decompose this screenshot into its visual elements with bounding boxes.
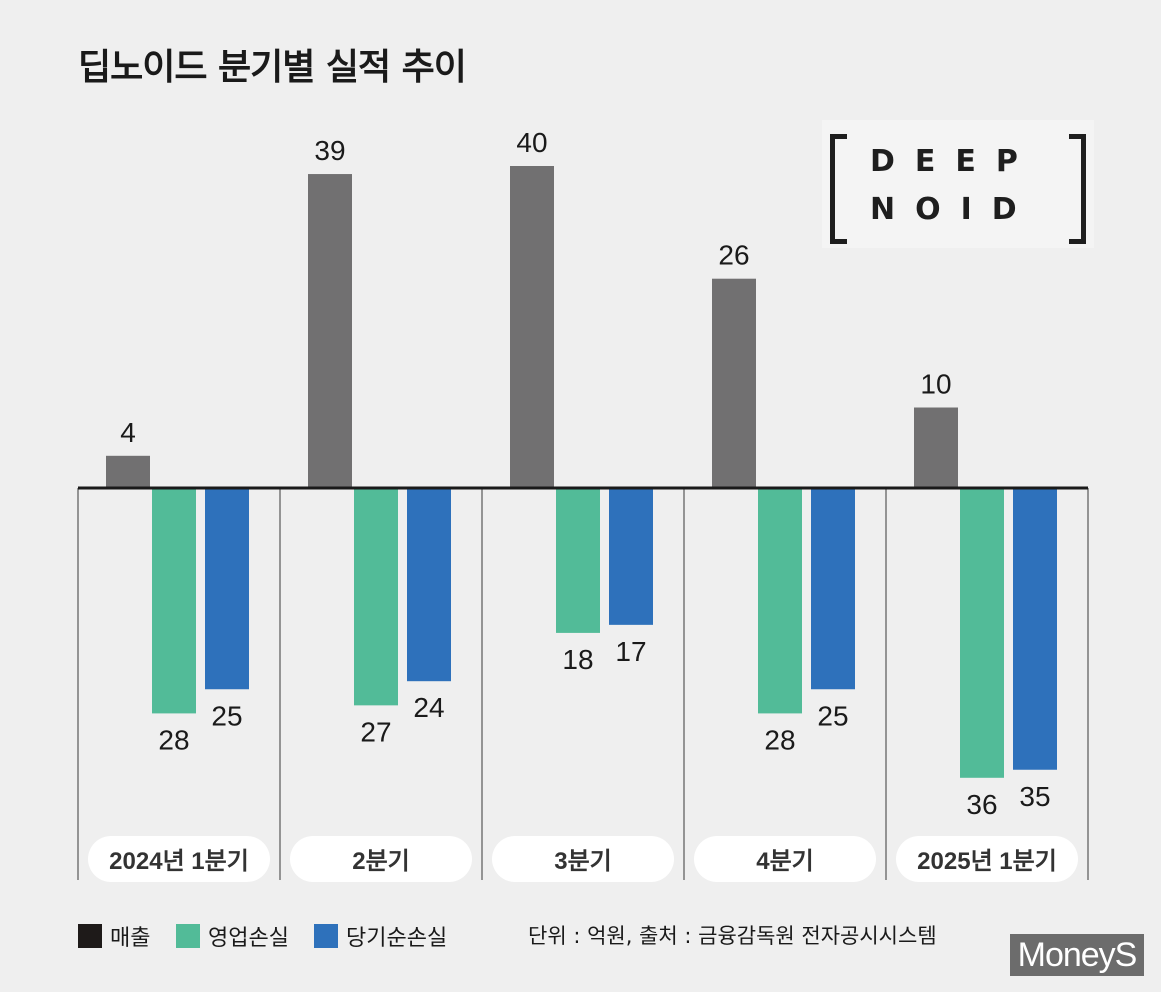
bar-net-loss bbox=[205, 488, 249, 690]
bar-net-loss bbox=[1013, 488, 1057, 770]
legend-label-operating-loss: 영업손실 bbox=[208, 926, 289, 951]
legend-label-revenue: 매출 bbox=[110, 926, 151, 951]
category-pill bbox=[694, 836, 876, 882]
data-label: 28 bbox=[764, 724, 795, 755]
category-label: 4분기 bbox=[756, 848, 814, 875]
bar-revenue bbox=[510, 166, 554, 488]
category-pill bbox=[896, 836, 1078, 882]
category-pill bbox=[492, 836, 674, 882]
logo-right-bracket bbox=[1069, 134, 1086, 244]
data-label: 17 bbox=[615, 636, 646, 667]
category-pill bbox=[88, 836, 270, 882]
data-label: 28 bbox=[158, 724, 189, 755]
data-label: 36 bbox=[966, 789, 997, 820]
legend-swatch-operating-loss bbox=[176, 924, 200, 948]
legend-operating-loss: 영업손실 bbox=[176, 918, 289, 954]
bar-revenue bbox=[106, 455, 150, 488]
data-label: 35 bbox=[1019, 781, 1050, 812]
legend-swatch-revenue bbox=[78, 924, 102, 948]
bar-operating-loss bbox=[758, 488, 802, 714]
data-label: 25 bbox=[211, 700, 242, 731]
category-label: 2024년 1분기 bbox=[109, 848, 249, 875]
category-label: 3분기 bbox=[554, 848, 612, 875]
source-note: 단위 : 억원, 출처 : 금융감독원 전자공시시스템 bbox=[528, 924, 937, 948]
bar-revenue bbox=[914, 407, 958, 488]
bar-operating-loss bbox=[556, 488, 600, 633]
legend-net-loss: 당기순손실 bbox=[314, 918, 447, 954]
data-label: 40 bbox=[516, 127, 547, 158]
data-label: 26 bbox=[718, 240, 749, 271]
logo-text-line2: NOID bbox=[870, 192, 1037, 227]
category-label: 2025년 1분기 bbox=[917, 848, 1057, 875]
bar-net-loss bbox=[811, 488, 855, 690]
bar-net-loss bbox=[609, 488, 653, 625]
chart-title: 딥노이드 분기별 실적 추이 bbox=[78, 47, 467, 88]
category-label: 2분기 bbox=[352, 848, 410, 875]
bar-net-loss bbox=[407, 488, 451, 682]
data-label: 39 bbox=[314, 135, 345, 166]
logo-left-bracket bbox=[830, 134, 847, 244]
deepnoid-logo: DEEP NOID bbox=[822, 120, 1094, 248]
bar-revenue bbox=[712, 278, 756, 488]
legend-revenue: 매출 bbox=[78, 918, 150, 954]
data-label: 4 bbox=[120, 417, 136, 448]
data-label: 10 bbox=[920, 369, 951, 400]
bar-chart: 4 28 25 2024년 1분기 39 27 24 2분기 40 18 17 3분기 26 28 25 4분… bbox=[77, 127, 1089, 882]
bar-operating-loss bbox=[354, 488, 398, 706]
bar-operating-loss bbox=[152, 488, 196, 714]
data-label: 27 bbox=[360, 716, 391, 747]
legend-swatch-net-loss bbox=[314, 924, 338, 948]
data-label: 25 bbox=[817, 700, 848, 731]
data-label: 18 bbox=[562, 644, 593, 675]
bar-operating-loss bbox=[960, 488, 1004, 778]
bar-revenue bbox=[308, 174, 352, 489]
moneys-watermark: MoneyS bbox=[1010, 934, 1144, 976]
category-pill bbox=[290, 836, 472, 882]
legend-label-net-loss: 당기순손실 bbox=[346, 926, 448, 951]
data-label: 24 bbox=[413, 692, 444, 723]
logo-text-line1: DEEP bbox=[870, 144, 1038, 179]
